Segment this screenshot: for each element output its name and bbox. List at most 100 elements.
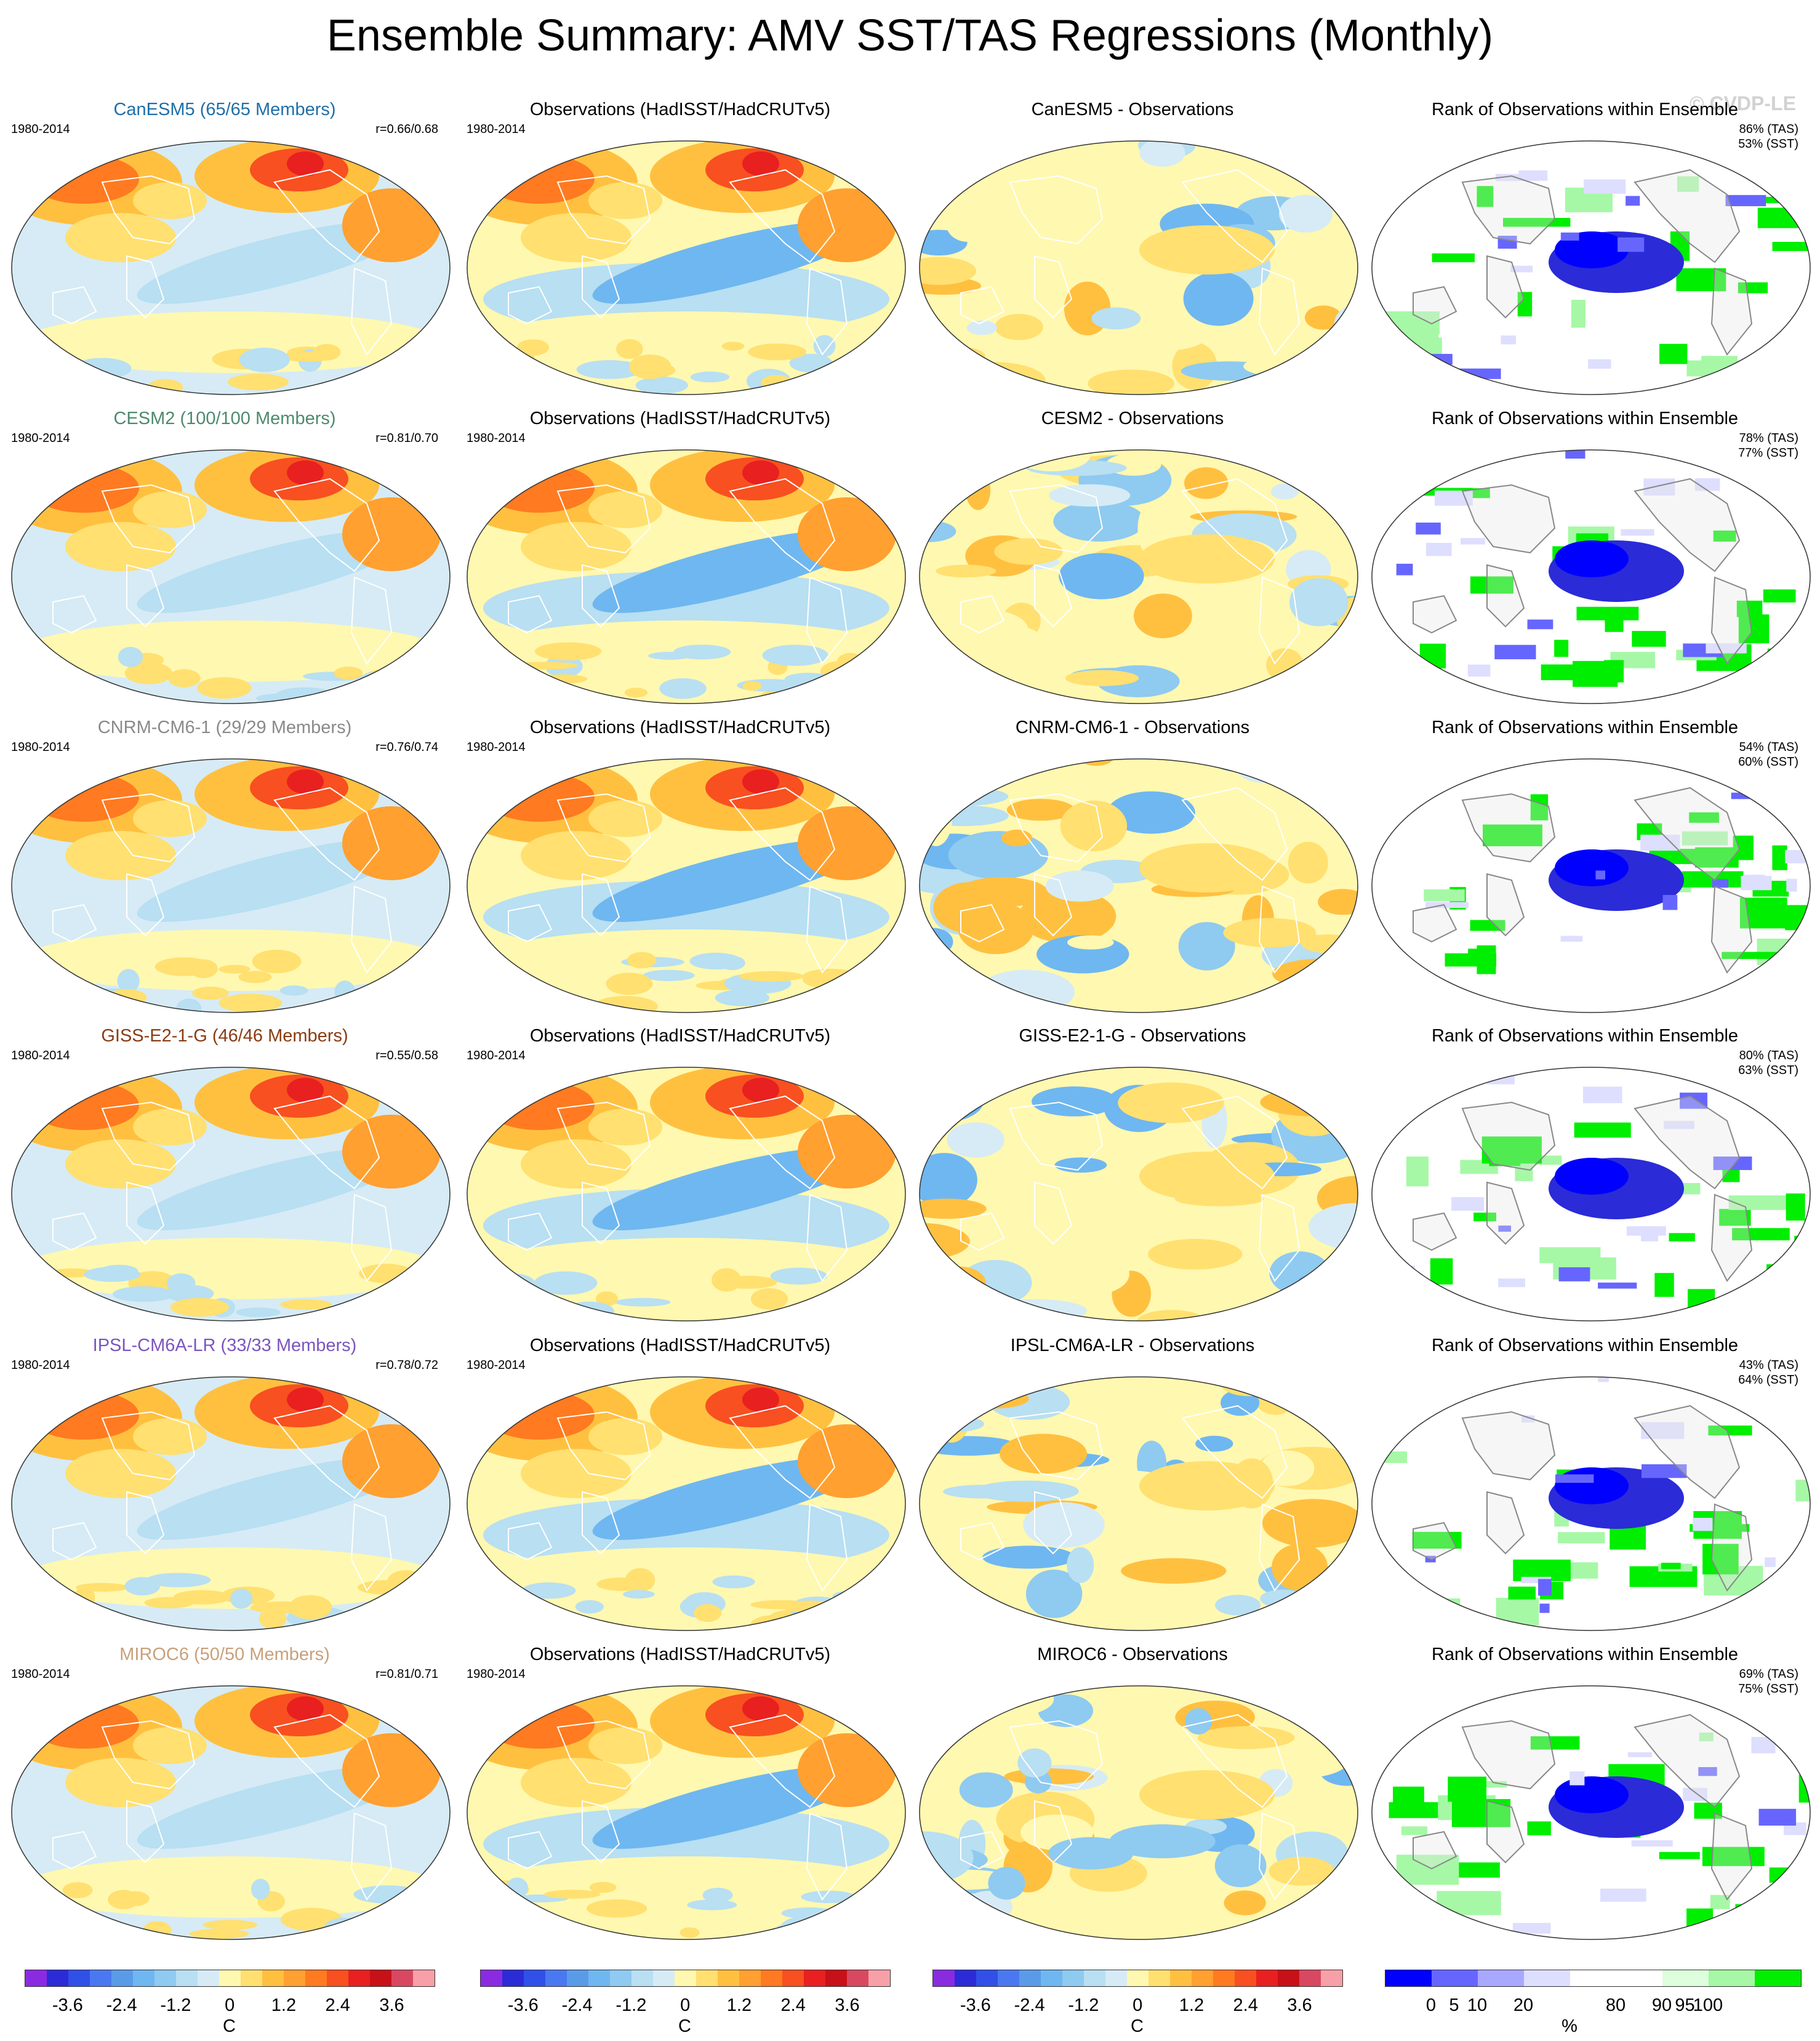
colorbar-tick: 20 (1513, 1995, 1534, 2015)
colorbar-swatch (933, 1970, 955, 1986)
colorbar-swatch (847, 1970, 868, 1986)
colorbar-swatch (111, 1970, 133, 1986)
panel-title: CanESM5 (65/65 Members) (113, 100, 336, 119)
map-panel-rank: Rank of Observations within Ensemble 86% … (1360, 98, 1811, 406)
map-svg (11, 758, 451, 1013)
colorbar-swatch (176, 1970, 198, 1986)
period-label: 1980-2014 (11, 1049, 70, 1062)
global-map (918, 1065, 1360, 1323)
map-svg (467, 140, 906, 395)
global-map (465, 1375, 907, 1632)
colorbar-tick: 90 (1651, 1995, 1672, 2015)
map-panel-rank: Rank of Observations within Ensemble 43% … (1360, 1334, 1812, 1642)
colorbar-swatch (1213, 1970, 1235, 1986)
panel-title: CNRM-CM6-1 (29/29 Members) (97, 718, 352, 737)
map-svg (919, 1067, 1358, 1321)
rank-sst: 60% (SST) (1738, 755, 1798, 769)
colorbar-swatch (1662, 1970, 1709, 1986)
colorbar-swatch (370, 1970, 391, 1986)
panel-title: Rank of Observations within Ensemble (1431, 409, 1739, 428)
map-panel-diff: GISS-E2-1-G - Observations (908, 1025, 1360, 1333)
map-svg (467, 1376, 906, 1631)
global-map (918, 1375, 1360, 1632)
global-map (465, 1684, 907, 1941)
period-label: 1980-2014 (11, 1667, 70, 1681)
colorbar-swatch (305, 1970, 327, 1986)
colorbar-swatch (284, 1970, 305, 1986)
colorbar-swatch (825, 1970, 847, 1986)
map-panel-rank: Rank of Observations within Ensemble 69% … (1360, 1643, 1812, 1951)
global-map (10, 1375, 452, 1632)
colorbar-tick: -1.2 (160, 1995, 191, 2015)
colorbar-swatch (1524, 1970, 1570, 1986)
global-map (465, 1065, 907, 1323)
map-panel-diff: CESM2 - Observations (908, 407, 1360, 715)
colorbar-tick: 3.6 (379, 1995, 404, 2015)
global-map (1370, 1684, 1812, 1941)
colorbar-tick: 0 (680, 1995, 691, 2015)
pattern-correlation: r=0.81/0.71 (375, 1667, 438, 1681)
colorbar-swatch (219, 1970, 241, 1986)
colorbar-swatch (481, 1970, 502, 1986)
colorbar-swatch (1084, 1970, 1105, 1986)
global-map (1370, 1375, 1812, 1632)
colorbar-swatch (1019, 1970, 1041, 1986)
global-map (465, 139, 907, 396)
global-map (10, 1684, 452, 1941)
rank-tas: 43% (TAS) (1739, 1358, 1798, 1372)
map-svg (467, 758, 906, 1013)
colorbar-swatch (1478, 1970, 1524, 1986)
colorbar-tick: 95 (1675, 1995, 1695, 2015)
colorbar-swatch (1041, 1970, 1062, 1986)
colorbar-swatch (413, 1970, 435, 1986)
global-map (918, 1684, 1360, 1941)
panel-title: CanESM5 - Observations (1031, 100, 1234, 119)
map-svg (919, 140, 1358, 395)
colorbar-swatch (1256, 1970, 1278, 1986)
colorbar-swatch (718, 1970, 739, 1986)
colorbar-swatch (653, 1970, 675, 1986)
colorbar-tick: 1.2 (726, 1995, 752, 2015)
map-panel-obs: Observations (HadISST/HadCRUTv5) 1980-201… (455, 1643, 907, 1951)
colorbar-swatch (1570, 1970, 1616, 1986)
global-map (10, 757, 452, 1014)
panel-title: Rank of Observations within Ensemble (1431, 1645, 1739, 1664)
map-panel-rank: Rank of Observations within Ensemble 80% … (1360, 1025, 1811, 1333)
colorbar-swatch (1432, 1970, 1478, 1986)
temperature-colorbar: -3.6 -2.4 -1.2 0 1.2 2.4 3.6 C (920, 1970, 1363, 2037)
map-svg (919, 758, 1358, 1013)
rank-tas: 86% (TAS) (1739, 122, 1798, 136)
rank-tas: 54% (TAS) (1739, 740, 1798, 754)
rank-sst: 64% (SST) (1738, 1373, 1798, 1387)
global-map (1370, 448, 1812, 705)
colorbar-swatch (241, 1970, 262, 1986)
global-map (10, 448, 452, 705)
global-map (918, 757, 1360, 1014)
colorbar-tick: 100 (1693, 1995, 1723, 2015)
rank-percentages: 80% (TAS) 63% (SST) (1738, 1048, 1798, 1078)
panel-title: MIROC6 (50/50 Members) (119, 1645, 330, 1664)
pattern-correlation: r=0.78/0.72 (375, 1358, 438, 1372)
colorbar-swatch (955, 1970, 976, 1986)
panel-title: Observations (HadISST/HadCRUTv5) (529, 409, 831, 428)
panel-title: Rank of Observations within Ensemble (1431, 718, 1739, 737)
rank-sst: 75% (SST) (1738, 1682, 1798, 1696)
rank-sst: 53% (SST) (1738, 137, 1798, 151)
colorbar-swatches (480, 1970, 891, 1987)
colorbar-swatch (524, 1970, 545, 1986)
colorbar-swatch (868, 1970, 890, 1986)
period-label: 1980-2014 (11, 740, 70, 754)
colorbar-swatch (25, 1970, 47, 1986)
map-svg (467, 449, 906, 704)
map-svg (11, 449, 451, 704)
colorbar-swatch (1149, 1970, 1170, 1986)
colorbar-tick: 3.6 (1287, 1995, 1312, 2015)
colorbar-swatch (90, 1970, 111, 1986)
colorbar-tick: 2.4 (325, 1995, 350, 2015)
colorbar-tick: -1.2 (615, 1995, 647, 2015)
colorbar-swatch (631, 1970, 653, 1986)
colorbar-swatch (976, 1970, 998, 1986)
global-map (918, 448, 1360, 705)
map-svg (467, 1067, 906, 1321)
colorbar-tick: -1.2 (1068, 1995, 1099, 2015)
